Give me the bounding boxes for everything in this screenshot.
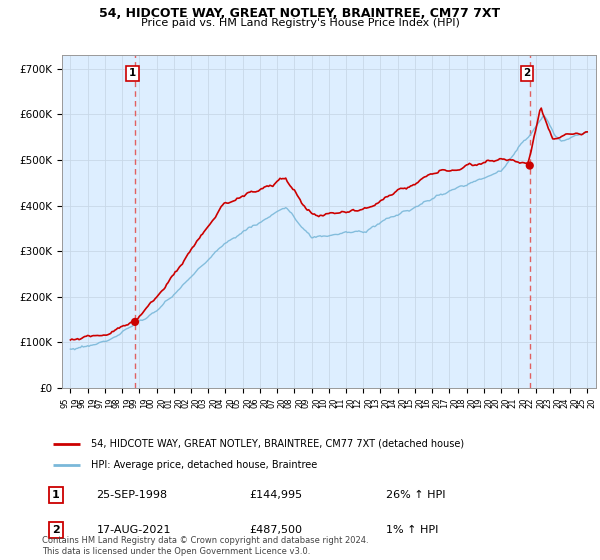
Text: 25-SEP-1998: 25-SEP-1998 xyxy=(97,491,168,500)
Text: 1: 1 xyxy=(129,68,136,78)
Text: 1% ↑ HPI: 1% ↑ HPI xyxy=(386,525,439,535)
Text: 2: 2 xyxy=(524,68,531,78)
Text: 1: 1 xyxy=(52,491,59,500)
Text: £487,500: £487,500 xyxy=(250,525,302,535)
Text: HPI: Average price, detached house, Braintree: HPI: Average price, detached house, Brai… xyxy=(91,460,317,470)
Text: 54, HIDCOTE WAY, GREAT NOTLEY, BRAINTREE, CM77 7XT: 54, HIDCOTE WAY, GREAT NOTLEY, BRAINTREE… xyxy=(100,7,500,20)
Text: 54, HIDCOTE WAY, GREAT NOTLEY, BRAINTREE, CM77 7XT (detached house): 54, HIDCOTE WAY, GREAT NOTLEY, BRAINTREE… xyxy=(91,438,464,449)
Text: £144,995: £144,995 xyxy=(250,491,302,500)
Text: 2: 2 xyxy=(52,525,59,535)
Text: 26% ↑ HPI: 26% ↑ HPI xyxy=(386,491,445,500)
Text: Contains HM Land Registry data © Crown copyright and database right 2024.
This d: Contains HM Land Registry data © Crown c… xyxy=(42,536,368,556)
Point xyxy=(130,318,140,326)
Point xyxy=(525,161,535,170)
Text: 17-AUG-2021: 17-AUG-2021 xyxy=(97,525,171,535)
Text: Price paid vs. HM Land Registry's House Price Index (HPI): Price paid vs. HM Land Registry's House … xyxy=(140,18,460,29)
